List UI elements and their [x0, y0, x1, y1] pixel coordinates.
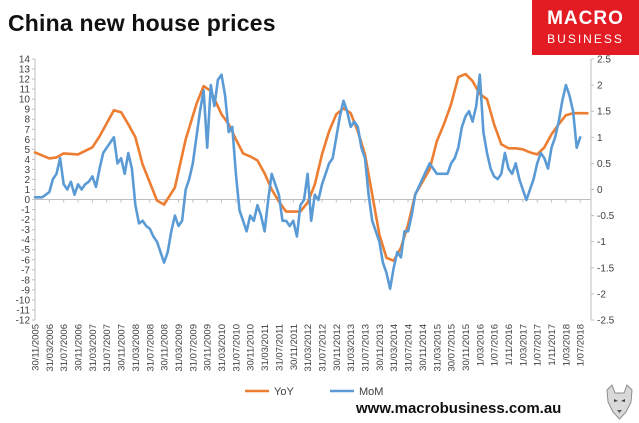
x-tick-label: 31/03/2008 [131, 324, 142, 372]
y-left-tick-label: 9 [24, 105, 30, 116]
x-tick-label: 30/07/2015 [447, 324, 458, 372]
y-left-tick-label: -10 [16, 295, 31, 306]
y-right-tick-label: 0 [597, 185, 603, 196]
legend-label-yoy: YoY [274, 386, 294, 398]
x-tick-label: 31/07/2011 [274, 324, 285, 371]
x-tick-label: 31/07/2009 [188, 324, 199, 372]
series-line-yoy [33, 72, 589, 263]
x-tick-label: 1/11/2017 [547, 324, 558, 366]
x-tick-label: 1/03/2016 [475, 324, 486, 366]
y-left-tick-label: -6 [21, 255, 30, 266]
x-tick-labels: 30/11/2005 31/03/2006 31/07/2006 30/11/2006… [31, 324, 587, 372]
y-left-tick-label: 7 [24, 125, 30, 136]
x-tick-label: 30/11/2006 [74, 324, 85, 371]
y-left-tick-label: 8 [24, 115, 30, 126]
y-right-tick-label: 0.5 [597, 159, 611, 170]
x-tick-label: 30/11/2009 [203, 324, 214, 371]
y-left-tick-label: -9 [21, 285, 30, 296]
y-left-tick-label: 12 [19, 75, 31, 86]
x-tick-label: 31/03/2015 [432, 324, 443, 372]
x-tick-label: 31/07/2014 [404, 324, 415, 372]
x-tick-label: 31/03/2014 [389, 324, 400, 372]
x-tick-label: 31/07/2008 [145, 324, 156, 372]
x-tick-label: 30/11/2010 [246, 324, 257, 371]
series-line-mom [33, 73, 582, 290]
y-left-tick-label: 2 [24, 175, 30, 186]
series-lines [33, 72, 589, 290]
y-left-tick-label: -1 [21, 205, 30, 216]
legend-label-mom: MoM [359, 386, 383, 398]
y-left-tick-label: 4 [24, 155, 30, 166]
y-right-tick-label: 1.5 [597, 107, 611, 118]
x-tick-label: 31/07/2012 [317, 324, 328, 372]
x-tick-label: 31/03/2007 [88, 324, 99, 372]
macrobusiness-logo: MACRO BUSINESS [532, 0, 639, 55]
y-left-tick-label: 11 [20, 85, 31, 96]
y-right-tick-label: 1 [597, 133, 603, 144]
y-left-tick-label: 0 [24, 195, 30, 206]
x-tick-label: 30/11/2008 [160, 324, 171, 371]
y-left-tick-label: -5 [21, 245, 30, 256]
logo-line-1: MACRO [547, 8, 624, 29]
legend: YoY MoM [245, 386, 383, 398]
x-tick-label: 31/03/2006 [45, 324, 56, 372]
x-tick-label: 31/03/2010 [217, 324, 228, 372]
x-tick-label: 31/07/2006 [59, 324, 70, 372]
y-left-tick-label: -7 [21, 265, 30, 276]
x-tick-label: 31/07/2007 [102, 324, 113, 372]
y-left-tick-label: 14 [19, 55, 31, 66]
x-tick-label: 1/03/2018 [561, 324, 572, 366]
y-right-tick-label: 2 [597, 81, 603, 92]
x-tick-label: 1/03/2017 [518, 324, 529, 366]
x-tick-label: 31/03/2013 [346, 324, 357, 372]
y-right-tick-label: -1.5 [597, 263, 615, 274]
y-left-tick-label: 6 [24, 135, 30, 146]
x-tick-label: 30/11/2011 [289, 324, 300, 370]
x-tick-label: 30/11/2005 [31, 324, 42, 371]
y-right-tick-label: -2.5 [597, 316, 615, 327]
x-tick-label: 1/07/2016 [490, 324, 501, 366]
website-footer: www.macrobusiness.com.au [356, 400, 562, 417]
y-right-tick-labels: -2.5 -2 -1.5 -1 -0.5 0 0.5 1 1.5 2 2.5 [597, 55, 615, 327]
y-left-tick-labels: -12-11-10-9-8-7-6-5-4-3-2-10123456789101… [16, 55, 31, 327]
x-tick-label: 30/11/2014 [418, 324, 429, 371]
y-right-tick-label: -2 [597, 289, 606, 300]
x-tick-label: 31/03/2009 [174, 324, 185, 372]
wolf-mascot-icon [606, 384, 633, 420]
x-tick-label: 1/07/2017 [533, 324, 544, 366]
y-right-tick-label: -0.5 [597, 211, 615, 222]
x-tick-label: 30/11/2007 [117, 324, 128, 371]
logo-line-2: BUSINESS [547, 32, 624, 46]
y-left-tick-label: -4 [21, 235, 30, 246]
y-left-tick-label: 1 [24, 185, 30, 196]
y-right-tick-label: 2.5 [597, 55, 611, 66]
y-left-tick-label: 10 [19, 95, 31, 106]
x-tick-label: 30/11/2012 [332, 324, 343, 371]
x-tick-label: 30/11/2013 [375, 324, 386, 371]
x-tick-label: 31/03/2012 [303, 324, 314, 372]
y-left-tick-label: 3 [24, 165, 30, 176]
y-left-tick-label: 5 [24, 145, 30, 156]
y-left-tick-label: -3 [21, 225, 30, 236]
y-left-tick-label: -12 [16, 316, 31, 327]
x-tick-label: 1/11/2016 [504, 324, 515, 366]
y-left-tick-label: 13 [19, 65, 31, 76]
y-left-tick-label: -11 [16, 305, 30, 316]
chart-title: China new house prices [8, 10, 276, 36]
y-left-tick-label: -8 [21, 275, 30, 286]
x-tick-label: 31/03/2011 [260, 324, 271, 371]
x-tick-label: 31/07/2013 [361, 324, 372, 372]
x-tick-label: 30/11/2015 [461, 324, 472, 371]
y-right-tick-label: -1 [597, 237, 606, 248]
y-left-tick-label: -2 [21, 215, 30, 226]
x-tick-label: 1/07/2018 [576, 324, 587, 366]
x-tick-label: 31/07/2010 [231, 324, 242, 372]
